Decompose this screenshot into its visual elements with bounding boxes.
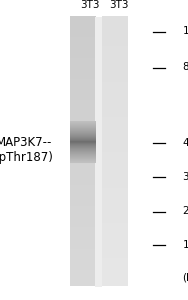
Text: (kD): (kD) (182, 272, 188, 283)
Text: 85: 85 (182, 62, 188, 73)
Bar (95, 16, 102, 286)
Text: MAP3K7--: MAP3K7-- (0, 136, 53, 149)
Text: 117: 117 (182, 26, 188, 37)
Text: 34: 34 (182, 172, 188, 182)
Text: (pThr187): (pThr187) (0, 151, 53, 164)
Text: 3T3: 3T3 (110, 1, 129, 10)
Text: 19: 19 (182, 239, 188, 250)
Text: 3T3: 3T3 (80, 1, 100, 10)
Text: 48: 48 (182, 137, 188, 148)
Text: 26: 26 (182, 206, 188, 217)
